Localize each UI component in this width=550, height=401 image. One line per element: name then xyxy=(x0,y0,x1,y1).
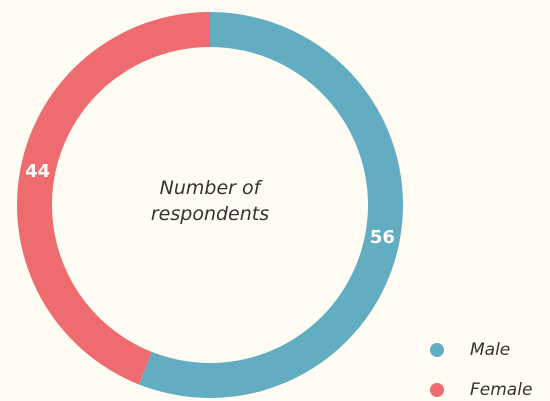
center-label: Number of respondents xyxy=(150,177,270,225)
legend-label: Female xyxy=(470,380,532,400)
legend-swatch xyxy=(430,343,444,357)
value-label: 44 xyxy=(25,161,50,182)
donut-segment xyxy=(16,12,211,385)
value-label: 56 xyxy=(370,227,395,248)
donut-segment xyxy=(138,12,403,398)
legend-swatch xyxy=(430,383,444,397)
legend-label: Male xyxy=(470,340,510,360)
